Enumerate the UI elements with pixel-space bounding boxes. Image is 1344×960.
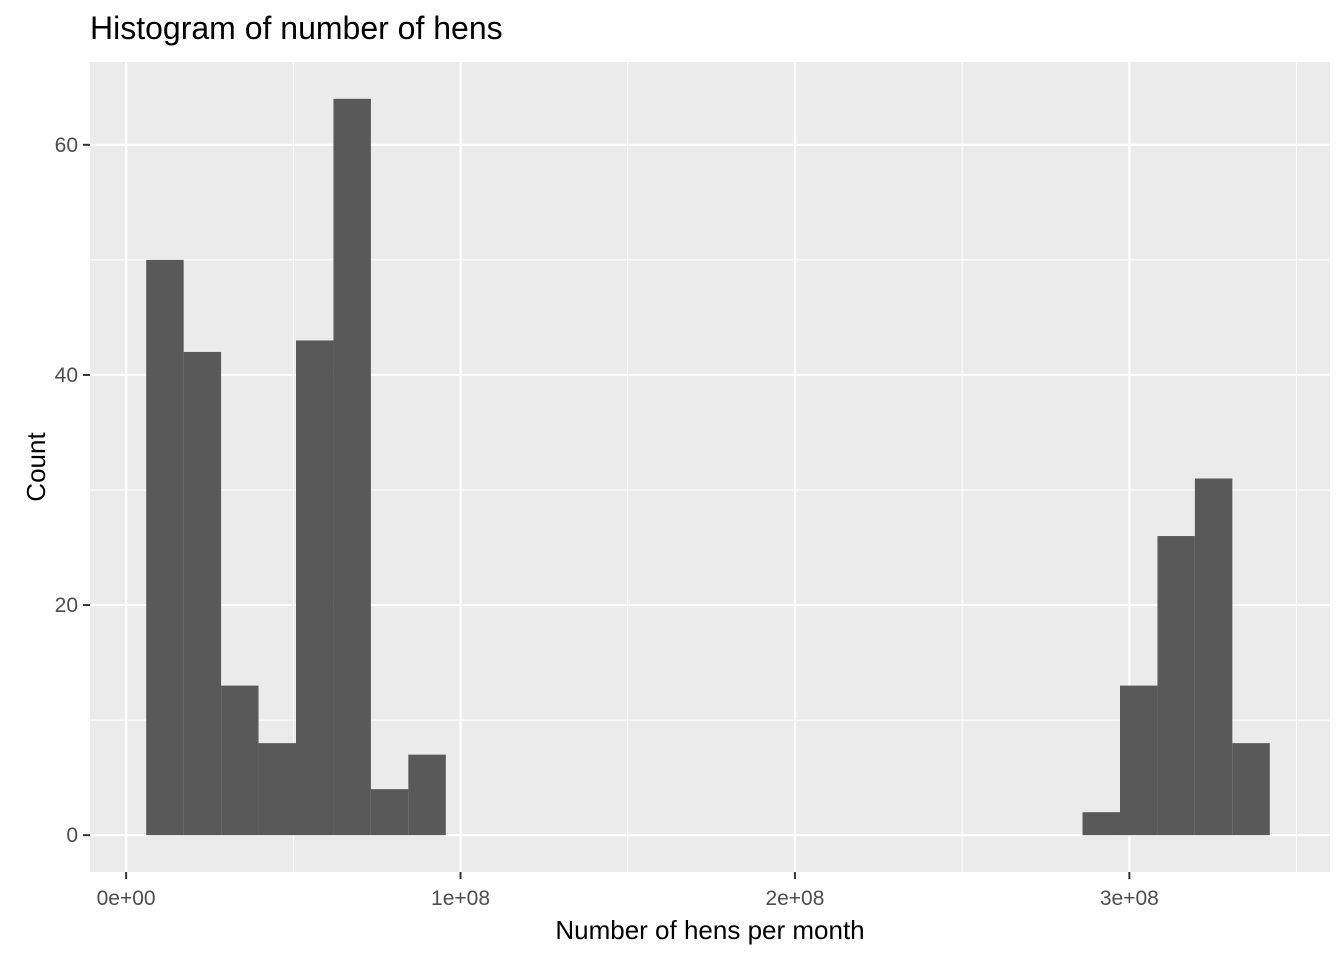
y-tick-label: 40 (55, 364, 78, 387)
histogram-bar (1082, 812, 1120, 836)
histogram-bar (1119, 685, 1158, 836)
histogram-bar (295, 340, 334, 836)
x-tick-label: 1e+08 (431, 887, 490, 910)
chart-title: Histogram of number of hens (90, 10, 503, 46)
y-axis-title: Count (21, 432, 51, 502)
x-tick-label: 2e+08 (765, 887, 824, 910)
histogram-bar (1194, 478, 1233, 836)
x-tick-label: 3e+08 (1100, 887, 1159, 910)
y-axis: 0 20 40 60 (55, 134, 90, 847)
histogram-bar (370, 789, 409, 836)
histogram-bar (1157, 536, 1195, 836)
y-tick-label: 0 (66, 824, 78, 847)
histogram-bar (333, 98, 371, 836)
y-tick-label: 60 (55, 134, 78, 157)
x-axis-title: Number of hens per month (555, 915, 864, 945)
y-tick-label: 20 (55, 594, 78, 617)
histogram-bar (258, 743, 296, 836)
histogram-bar (183, 351, 222, 836)
histogram-bar (221, 685, 259, 836)
histogram-bar (408, 754, 446, 836)
x-axis: 0e+00 1e+08 2e+08 3e+08 (97, 872, 1159, 910)
x-tick-label: 0e+00 (97, 887, 156, 910)
bars-group (146, 98, 1270, 836)
histogram-bar (146, 259, 184, 836)
histogram-bar (1232, 743, 1270, 836)
